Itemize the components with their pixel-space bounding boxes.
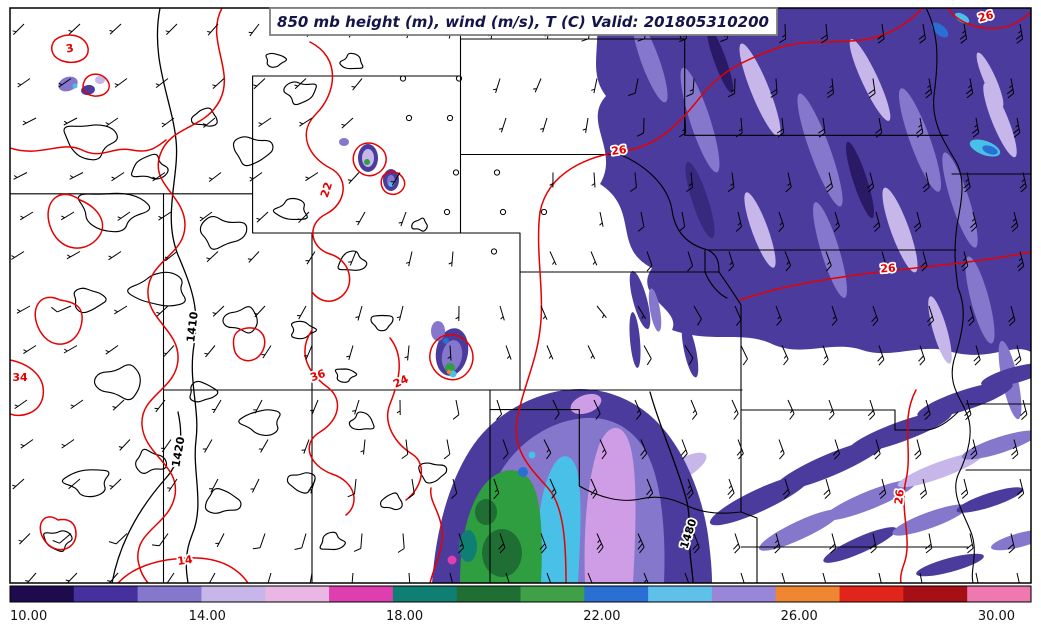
temp-label-26-southeast: 26 (892, 488, 907, 505)
fill-topright-cyan (954, 12, 970, 24)
fill-co-storm-mid (441, 340, 463, 372)
fill-topright-blue (931, 22, 949, 38)
height-contour-blobs (43, 52, 448, 552)
fill-co-storm-orange (446, 369, 452, 375)
temp-label-26-east: 26 (880, 261, 897, 275)
fill-plume-plum-band (584, 427, 636, 583)
temp-label-26-north: 26 (610, 143, 627, 158)
windspeed-fill-layer (58, 8, 1031, 583)
temp-label-26-topright: 26 (977, 8, 995, 25)
title-box: 850 mb height (m), wind (m/s), T (C) Val… (269, 7, 778, 36)
svg-text:30.00: 30.00 (978, 609, 1015, 624)
fill-co-storm-blue (443, 338, 449, 344)
fill-teal-blob (459, 530, 477, 562)
fill-cyan-speck (528, 451, 536, 459)
fill-small-spot (339, 138, 349, 146)
temp-label-34: 34 (12, 371, 28, 384)
fill-darkgreen-blob2 (475, 499, 497, 525)
temperature-contours (10, 8, 1031, 583)
fill-northeast-mass (594, 8, 1031, 355)
height-label-1410: 1410 (184, 311, 201, 343)
temp-label-14: 14 (176, 553, 193, 568)
svg-text:14.00: 14.00 (189, 609, 226, 624)
fill-darkgreen-blob (482, 529, 522, 577)
fill-right-blue (982, 145, 998, 155)
title-box-frame (269, 7, 778, 36)
svg-text:18.00: 18.00 (386, 609, 423, 624)
fill-magenta-speck (447, 555, 457, 565)
height-contour-1420 (111, 411, 182, 583)
fill-co-storm-small (431, 321, 445, 341)
fill-wy-cell-green (364, 159, 370, 165)
fill-blue-speck (518, 467, 528, 477)
colorbar (10, 586, 1032, 602)
fill-nw-spot1 (58, 76, 78, 92)
wind-barb-layer (11, 23, 1028, 583)
svg-text:10.00: 10.00 (10, 609, 47, 624)
fill-nw-spot2 (81, 84, 95, 96)
height-contour-1480 (649, 391, 694, 583)
svg-text:26.00: 26.00 (781, 609, 818, 624)
colorbar-tick-labels: 10.00 14.00 18.00 22.00 26.00 30.00 (10, 609, 1015, 624)
fill-co-storm-cyan (449, 370, 457, 378)
svg-text:22.00: 22.00 (583, 609, 620, 624)
fill-nw-spot3 (95, 76, 105, 84)
page-title: 850 mb height (m), wind (m/s), T (C) Val… (277, 13, 769, 31)
fill-plume-plum-tip (570, 393, 602, 415)
colorbar-frame (9, 585, 1032, 603)
fill-nw-cyan (72, 83, 78, 89)
